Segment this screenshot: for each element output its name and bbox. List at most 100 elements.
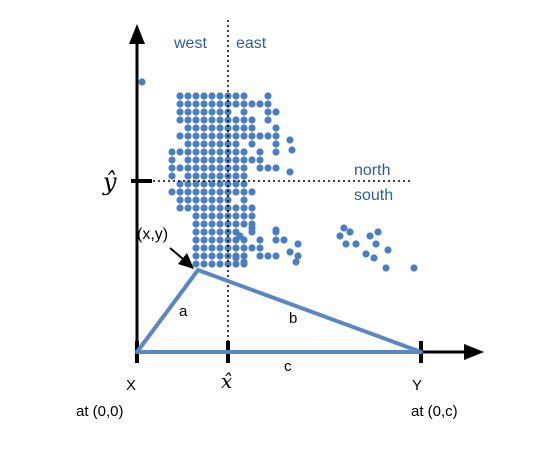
scatter-point — [192, 164, 200, 172]
scatter-point — [200, 140, 208, 148]
scatter-point — [352, 240, 360, 248]
scatter-point — [184, 116, 192, 124]
scatter-point — [232, 92, 240, 100]
scatter-point — [216, 260, 224, 268]
scatter-point — [192, 100, 200, 108]
scatter-point — [208, 252, 216, 260]
scatter-point — [200, 108, 208, 116]
scatter-point — [256, 132, 264, 140]
scatter-point — [232, 156, 240, 164]
scatter-point — [216, 100, 224, 108]
scatter-point — [224, 244, 232, 252]
scatter-point — [240, 156, 248, 164]
scatter-point — [366, 232, 374, 240]
scatter-point — [248, 224, 256, 232]
x-endpoint-coords: at (0,0) — [76, 403, 124, 420]
scatter-point — [200, 148, 208, 156]
scatter-point — [192, 172, 200, 180]
scatter-point — [232, 254, 240, 262]
scatter-point — [200, 196, 208, 204]
scatter-point — [208, 132, 216, 140]
scatter-point — [216, 124, 224, 132]
scatter-point — [192, 148, 200, 156]
scatter-point — [336, 232, 344, 240]
scatter-point — [256, 156, 264, 164]
scatter-point — [216, 180, 224, 188]
scatter-point — [232, 188, 240, 196]
scatter-point — [168, 172, 176, 180]
scatter-point — [240, 164, 248, 172]
scatter-point — [208, 124, 216, 132]
scatter-point — [168, 188, 176, 196]
east-label: east — [236, 35, 267, 52]
scatter-point — [248, 116, 256, 124]
scatter-point — [208, 108, 216, 116]
x-endpoint-label: X — [126, 377, 136, 394]
scatter-point — [184, 164, 192, 172]
scatter-point — [288, 146, 296, 154]
scatter-point — [232, 180, 240, 188]
scatter-point — [236, 232, 244, 240]
scatter-point — [192, 180, 200, 188]
scatter-point — [138, 78, 146, 86]
scatter-point — [184, 188, 192, 196]
north-label: north — [354, 162, 390, 179]
scatter-point — [264, 92, 272, 100]
scatter-point — [192, 196, 200, 204]
scatter-point — [248, 188, 256, 196]
scatter-point — [224, 220, 232, 228]
scatter-point — [272, 140, 280, 148]
scatter-point — [248, 244, 256, 252]
scatter-point — [240, 124, 248, 132]
scatter-point — [192, 108, 200, 116]
scatter-point — [272, 148, 280, 156]
scatter-point — [382, 264, 390, 272]
scatter-point — [240, 100, 248, 108]
scatter-point — [272, 252, 280, 260]
scatter-point — [256, 252, 264, 260]
scatter-point — [240, 92, 248, 100]
scatter-point — [240, 258, 248, 266]
scatter-point — [216, 228, 224, 236]
scatter-point — [200, 92, 208, 100]
scatter-point — [200, 156, 208, 164]
scatter-point — [216, 116, 224, 124]
scatter-point — [224, 228, 232, 236]
scatter-point — [232, 204, 240, 212]
scatter-point — [240, 132, 248, 140]
scatter-point — [240, 108, 248, 116]
scatter-point — [264, 164, 272, 172]
scatter-point — [168, 156, 176, 164]
west-label: west — [173, 35, 207, 52]
scatter-point — [184, 124, 192, 132]
scatter-point — [200, 260, 208, 268]
scatter-point — [184, 100, 192, 108]
scatter-point — [362, 250, 370, 258]
scatter-point — [216, 244, 224, 252]
y-hat-label: ŷ — [102, 168, 117, 196]
scatter-point — [224, 164, 232, 172]
scatter-point — [200, 188, 208, 196]
scatter-point — [216, 108, 224, 116]
scatter-point — [256, 164, 264, 172]
scatter-point — [410, 264, 418, 272]
scatter-point — [208, 260, 216, 268]
scatter-point — [224, 108, 232, 116]
scatter-point — [264, 100, 272, 108]
scatter-point — [286, 168, 294, 176]
scatter-point — [176, 164, 184, 172]
scatter-point — [232, 220, 240, 228]
scatter-point — [216, 196, 224, 204]
scatter-point — [374, 228, 382, 236]
scatter-point — [208, 180, 216, 188]
scatter-point — [200, 252, 208, 260]
scatter-point — [292, 258, 300, 266]
scatter-point — [286, 248, 294, 256]
y-axis-arrowhead — [129, 24, 145, 44]
scatter-point — [248, 140, 256, 148]
scatter-point — [192, 140, 200, 148]
scatter-point — [240, 188, 248, 196]
scatter-point — [184, 132, 192, 140]
scatter-point — [168, 148, 176, 156]
triangle — [135, 268, 423, 354]
